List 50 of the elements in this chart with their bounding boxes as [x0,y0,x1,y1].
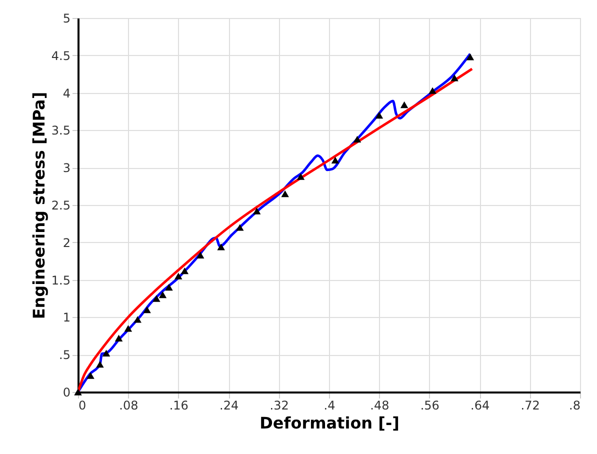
point [296,173,305,180]
point [124,325,132,332]
y-tick-label: 3 [62,161,70,176]
y-tick-label: 2 [62,236,70,250]
x-tick-label: .64 [470,398,490,412]
point [400,101,408,108]
point [174,272,182,280]
point [281,190,289,198]
x-tick-label: .72 [520,398,540,412]
point [375,112,384,119]
point [86,372,94,379]
x-tick-label: .4 [324,398,336,412]
y-tick-label: 4 [62,86,70,100]
x-tick-label: .16 [169,398,188,412]
point [252,208,261,214]
x-tick-label: 0 [78,398,86,412]
point [196,252,204,258]
point [114,334,123,342]
x-tick-label: .32 [270,398,289,412]
y-tick-label: 2.5 [51,198,70,212]
point [74,388,82,396]
point [158,291,167,298]
point [466,54,474,60]
y-tick-label: 1 [62,310,70,325]
y-tick-label: 1.5 [51,273,70,288]
x-tick-label: .56 [420,398,440,412]
x-tick-label: .08 [119,398,138,412]
y-tick-label: 3.5 [51,124,70,138]
point [134,316,142,323]
point [143,306,151,314]
y-tick-label: 5 [62,12,70,26]
point [217,244,225,250]
x-tick-label: .8 [569,398,580,412]
point [102,350,110,356]
point [353,136,362,143]
y-tick-label: 4.5 [51,48,70,63]
point [331,156,340,164]
point [428,87,436,94]
x-tick-label: .24 [220,398,239,412]
x-axis-title: Deformation [-] [260,414,400,432]
point [236,224,244,231]
point [450,74,458,82]
y-tick-label: 0 [62,386,70,400]
y-axis-title: Engineering stress [MPa] [29,92,48,320]
x-tick-label: .48 [370,398,390,412]
point [96,360,104,368]
y-tick-label: .5 [59,348,70,362]
point [165,284,173,291]
point [180,267,189,274]
point [152,295,160,302]
